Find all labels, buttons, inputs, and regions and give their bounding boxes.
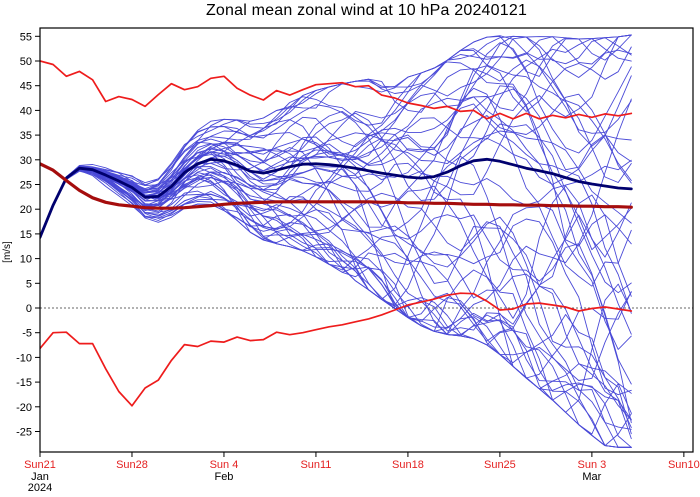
ensemble-member-line (40, 34, 632, 238)
ensemble-member-line (40, 98, 632, 332)
y-tick-label: -20 (16, 402, 32, 414)
ensemble-member-line (40, 166, 632, 448)
x-tick-label: Sun18 (392, 459, 424, 471)
y-tick-label: -10 (16, 352, 32, 364)
y-tick-label: -25 (16, 427, 32, 439)
y-tick-label: 25 (20, 180, 32, 192)
ensemble-member-line (40, 49, 632, 238)
x-tick-label: Sun 3 (578, 459, 607, 471)
ensemble-member-line (40, 168, 632, 430)
y-axis-ticks (35, 35, 40, 432)
climate-min-line (40, 292, 633, 407)
ensemble-member-line (40, 35, 632, 238)
x-tick-label: Sun21 (24, 459, 56, 471)
climate-mean-line (40, 162, 633, 210)
x-tick-label: Sun11 (300, 459, 331, 471)
ensemble-member-line (40, 42, 632, 238)
y-tick-label: -15 (16, 377, 32, 389)
x-tick-label: Sun10 (668, 459, 700, 471)
x-month-label: Mar (582, 471, 601, 483)
ensemble-member-line (40, 52, 632, 238)
x-month-label: Jan (31, 471, 49, 483)
ensemble-mean-line (40, 157, 633, 239)
y-tick-label: 45 (20, 81, 32, 93)
y-tick-label: 50 (20, 56, 32, 68)
plot-frame (39, 27, 694, 453)
y-tick-label: 5 (26, 278, 32, 290)
main-lines-group (40, 60, 633, 407)
ensemble-member-line (40, 166, 632, 448)
ensemble-members-group (40, 34, 632, 448)
x-axis-ticks (39, 452, 685, 457)
x-month-label: 2024 (28, 482, 52, 494)
ensemble-member-line (40, 59, 632, 238)
ensemble-member-line (40, 166, 632, 447)
y-tick-label: 55 (20, 31, 32, 43)
x-tick-label: Sun 4 (210, 459, 239, 471)
x-month-label: Feb (214, 471, 233, 483)
y-tick-label: 30 (20, 155, 32, 167)
ensemble-member-line (40, 167, 632, 435)
chart-title: Zonal mean zonal wind at 10 hPa 20240121 (205, 2, 528, 19)
ensemble-member-line (40, 164, 632, 435)
climate-max-line (40, 60, 633, 120)
y-tick-label: 0 (26, 303, 32, 315)
ensemble-member-line (40, 167, 632, 394)
y-tick-label: -5 (22, 328, 32, 340)
x-tick-label: Sun28 (116, 459, 148, 471)
y-tick-label: 20 (20, 204, 32, 216)
ensemble-member-line (40, 88, 632, 238)
y-axis-unit-label: [m/s] (2, 241, 13, 263)
y-tick-label: 35 (20, 130, 32, 142)
y-tick-label: 15 (20, 229, 32, 241)
ensemble-member-line (40, 170, 632, 335)
ensemble-member-line (40, 34, 632, 238)
ensemble-member-line (40, 35, 632, 238)
ensemble-member-line (40, 167, 632, 335)
y-tick-label: 40 (20, 105, 32, 117)
y-tick-label: 10 (20, 254, 32, 266)
x-tick-label: Sun25 (484, 459, 516, 471)
